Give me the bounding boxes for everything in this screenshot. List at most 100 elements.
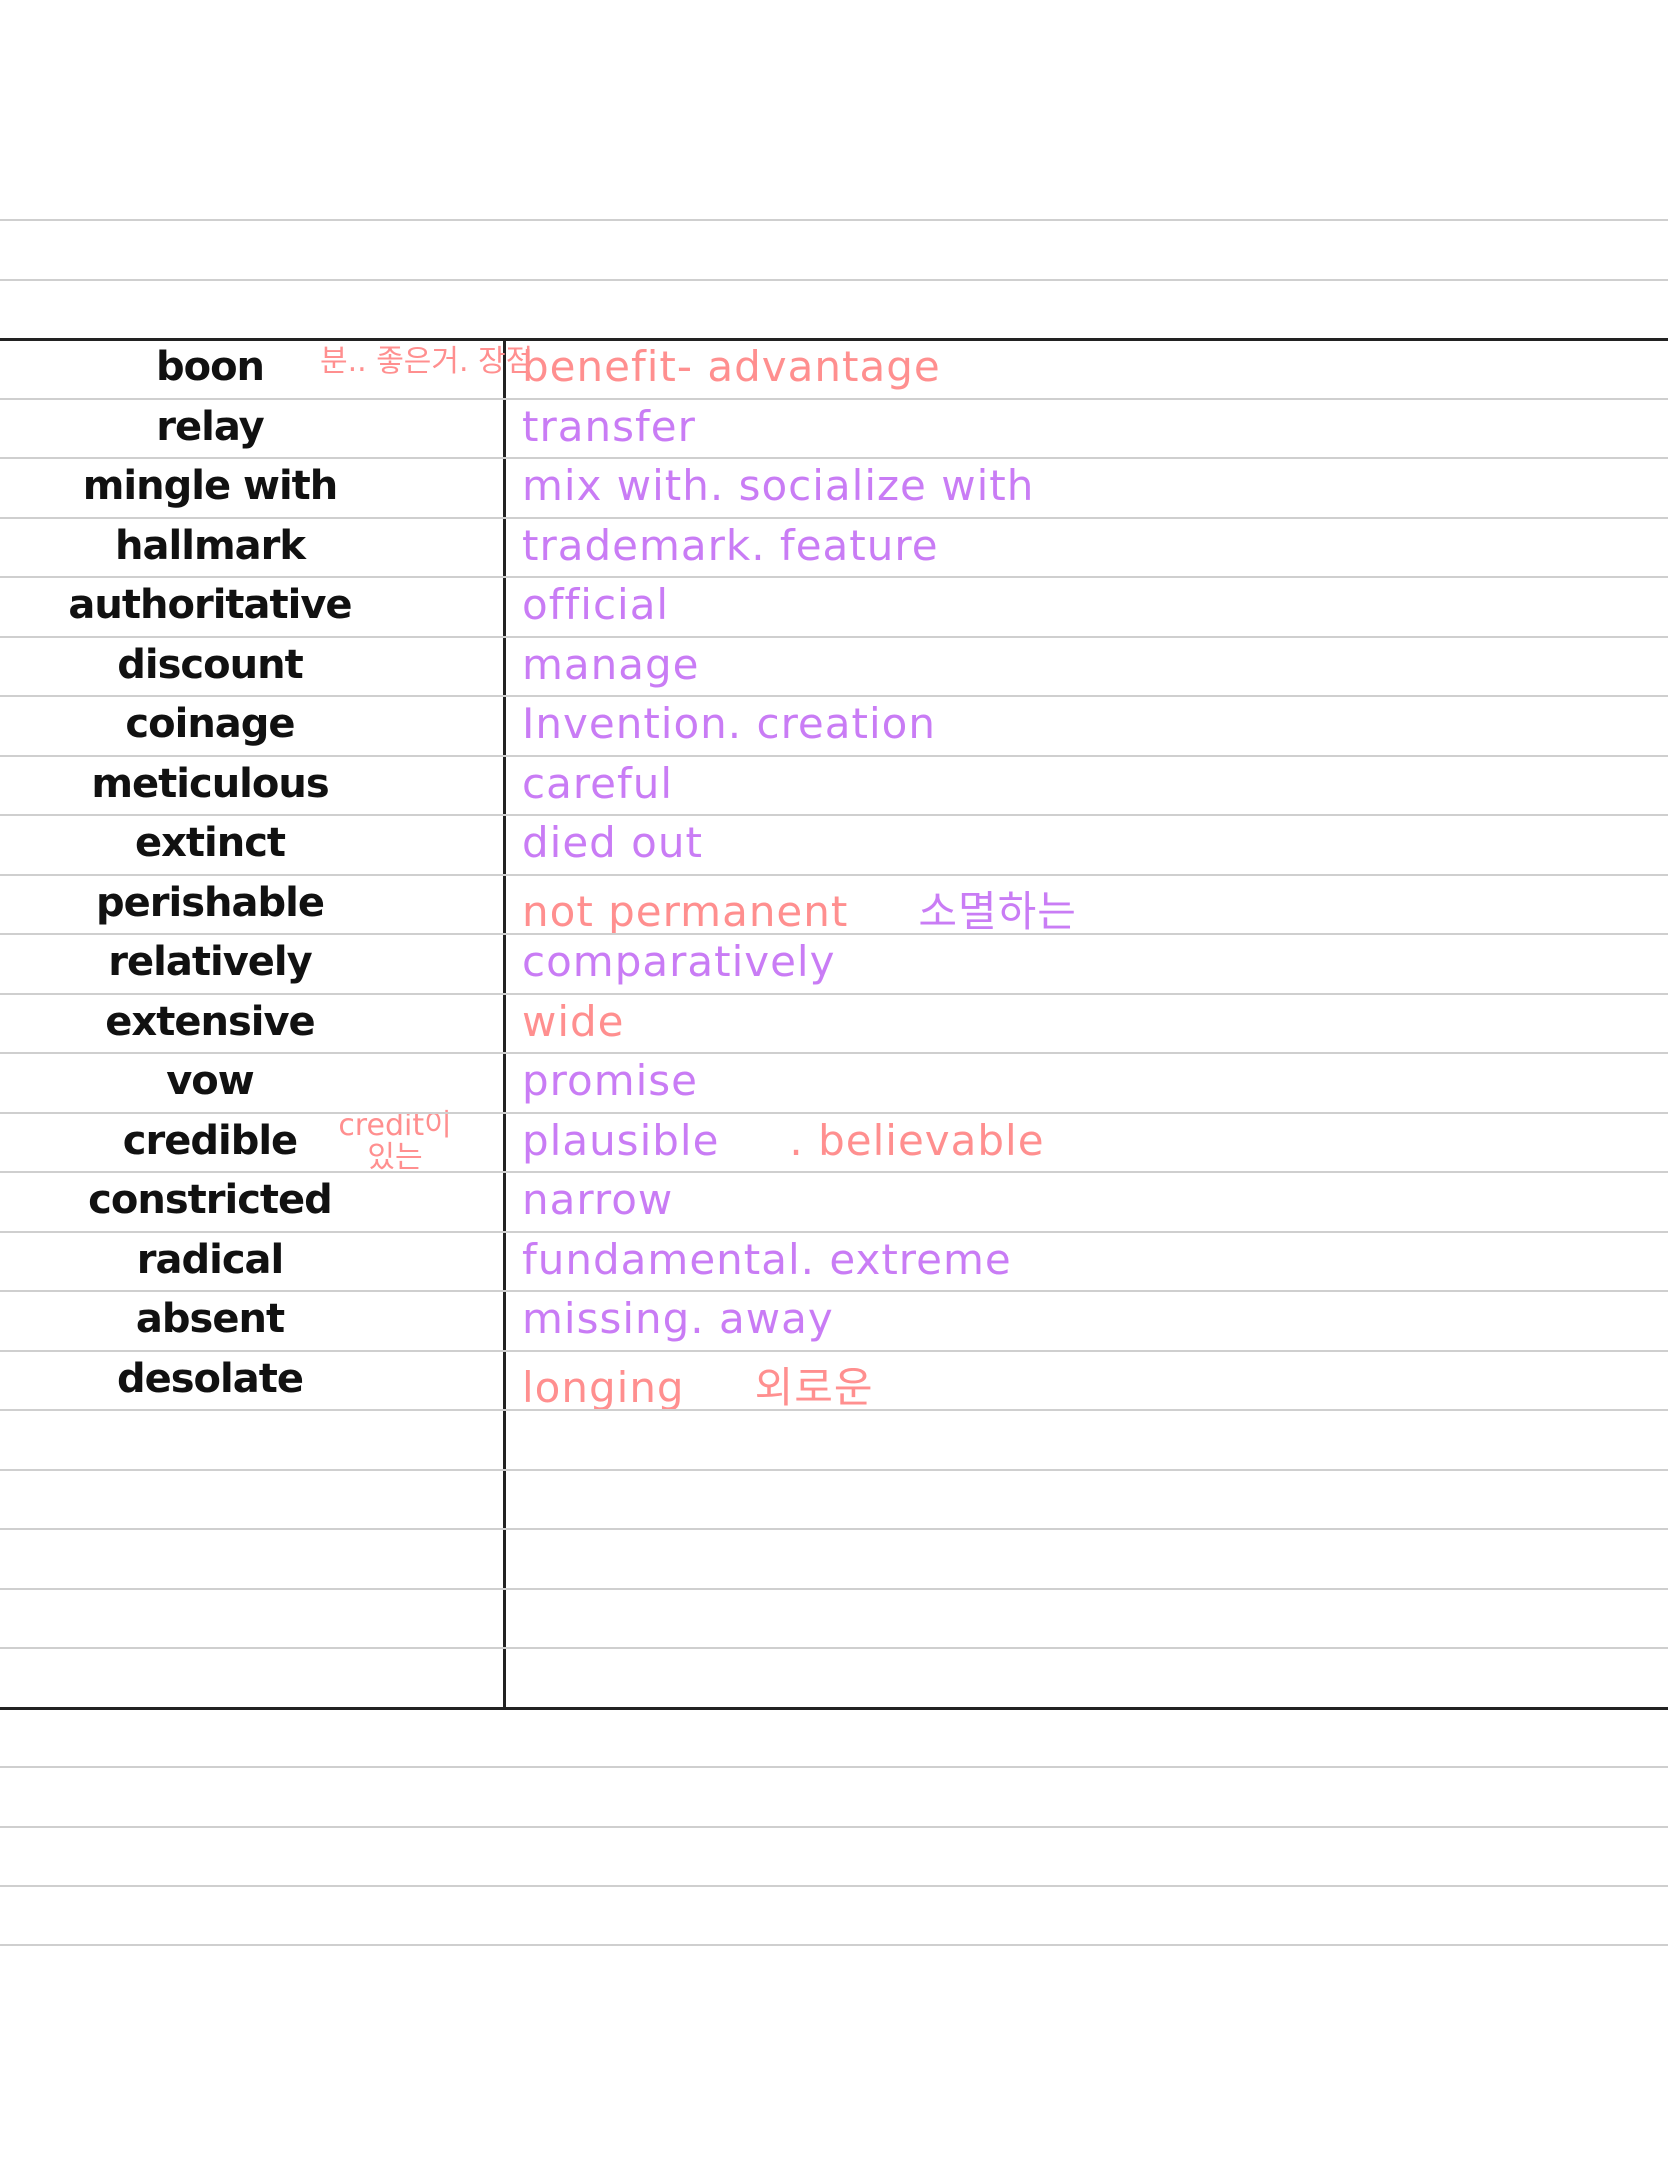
- table-border: [0, 1706, 1668, 1710]
- definition-text: promise: [522, 1056, 699, 1105]
- definition-extra: 외로운: [754, 1362, 874, 1412]
- vocab-word: mingle with: [82, 463, 339, 509]
- vocab-row: hallmark trademark. feature: [0, 517, 1668, 577]
- definition: careful: [522, 759, 673, 808]
- ruled-line: [0, 635, 1668, 638]
- definition: comparatively: [522, 937, 835, 986]
- definition-text: wide: [522, 996, 625, 1046]
- vocab-word: hallmark: [115, 522, 306, 569]
- definition-text: official: [522, 580, 670, 629]
- ruled-line: [0, 814, 1668, 816]
- definition: fundamental. extreme: [522, 1235, 1012, 1284]
- vocab-row: discount manage: [0, 636, 1668, 696]
- definition: benefit- advantage: [522, 342, 941, 391]
- vocab-row: extensive wide: [0, 993, 1668, 1053]
- vocab-word: perishable: [96, 879, 325, 926]
- ruled-line: [0, 1290, 1668, 1292]
- vocab-word: vow: [166, 1058, 255, 1104]
- definition-extra: 소멸하는: [918, 886, 1077, 936]
- definition: trademark. feature: [522, 521, 939, 570]
- vocab-row: desolate longing 외로운: [0, 1350, 1668, 1412]
- word-note: 분.. 좋은거. 장점: [320, 344, 534, 379]
- ruled-line: [0, 1766, 1668, 1768]
- definition-text: benefit- advantage: [522, 342, 941, 391]
- definition: mix with. socialize with: [522, 461, 1034, 510]
- vocab-row: perishable not permanent 소멸하는: [0, 874, 1668, 936]
- definition: not permanent 소멸하는: [522, 878, 1077, 939]
- ruled-line: [0, 1171, 1668, 1173]
- vocab-word: absent: [135, 1296, 285, 1342]
- ruled-line: [0, 1111, 1668, 1114]
- vocab-row: authoritative official: [0, 576, 1668, 636]
- vocab-word: radical: [136, 1236, 284, 1283]
- vocab-row: boon 분.. 좋은거. 장점 benefit- advantage: [0, 338, 1668, 398]
- definition-text: Invention. creation: [522, 699, 936, 748]
- definition-text: mix with. socialize with: [522, 461, 1035, 510]
- vocab-word: relay: [156, 403, 264, 450]
- definition-text: not permanent: [522, 886, 849, 936]
- vocab-word: meticulous: [91, 760, 329, 807]
- vocab-word: desolate: [116, 1355, 304, 1402]
- vocab-row: credible credit이 있는 plausible . believable: [0, 1107, 1668, 1175]
- vocab-word: extensive: [105, 998, 315, 1045]
- definition-text: missing. away: [522, 1294, 834, 1343]
- definition-text: comparatively: [522, 937, 836, 986]
- ruled-line: [0, 1826, 1668, 1828]
- vocab-row: absent missing. away: [0, 1290, 1668, 1350]
- vocab-row: extinct died out: [0, 814, 1668, 874]
- definition-text: careful: [522, 758, 674, 808]
- vocab-word: extinct: [134, 820, 286, 866]
- vocab-row: mingle with mix with. socialize with: [0, 457, 1668, 517]
- definition: wide: [522, 997, 625, 1046]
- definition: official: [522, 580, 669, 629]
- definition-extra: . believable: [789, 1115, 1045, 1165]
- vocab-word: relatively: [108, 939, 312, 985]
- vocab-word: boon: [155, 344, 265, 390]
- ruled-line: [0, 516, 1668, 519]
- ruled-line: [0, 1944, 1668, 1946]
- ruled-line: [0, 1409, 1668, 1411]
- ruled-line: [0, 457, 1668, 459]
- ruled-line: [0, 873, 1668, 876]
- vocab-word: authoritative: [68, 582, 352, 628]
- definition: narrow: [522, 1175, 673, 1224]
- vocab-row: radical fundamental. extreme: [0, 1231, 1668, 1291]
- definition-text: died out: [522, 818, 703, 867]
- definition: transfer: [522, 402, 696, 451]
- ruled-line: [0, 695, 1668, 697]
- ruled-line: [0, 933, 1668, 935]
- ruled-line: [0, 1647, 1668, 1649]
- definition: missing. away: [522, 1294, 834, 1343]
- ruled-line: [0, 1468, 1668, 1471]
- table-border: [0, 338, 1668, 341]
- word-note: credit이 있는: [338, 1107, 452, 1175]
- definition-text: fundamental. extreme: [522, 1234, 1012, 1284]
- vocab-word: constricted: [88, 1177, 333, 1223]
- ruled-line: [0, 1230, 1668, 1233]
- definition: promise: [522, 1056, 698, 1105]
- ruled-line: [0, 397, 1668, 400]
- ruled-line: [0, 1349, 1668, 1352]
- vocab-row: vow promise: [0, 1052, 1668, 1112]
- vocab-word: credible: [122, 1117, 298, 1164]
- ruled-line: [0, 279, 1668, 281]
- vocab-row: meticulous careful: [0, 755, 1668, 815]
- ruled-line: [0, 1587, 1668, 1590]
- definition: died out: [522, 818, 703, 867]
- definition: plausible . believable: [522, 1116, 1045, 1165]
- ruled-line: [0, 576, 1668, 578]
- definition-text: narrow: [522, 1175, 674, 1224]
- definition-text: longing: [522, 1362, 685, 1412]
- vocab-row: coinage Invention. creation: [0, 695, 1668, 755]
- definition-text: trademark. feature: [522, 520, 939, 570]
- column-divider: [503, 338, 506, 1708]
- vocab-row: constricted narrow: [0, 1171, 1668, 1231]
- definition: manage: [522, 640, 700, 689]
- ruled-line: [0, 754, 1668, 757]
- vocab-word: discount: [117, 641, 303, 688]
- ruled-line: [0, 1052, 1668, 1054]
- ruled-line: [0, 992, 1668, 995]
- vocab-word: coinage: [125, 701, 295, 747]
- ruled-line: [0, 1528, 1668, 1530]
- definition-text: transfer: [522, 401, 696, 451]
